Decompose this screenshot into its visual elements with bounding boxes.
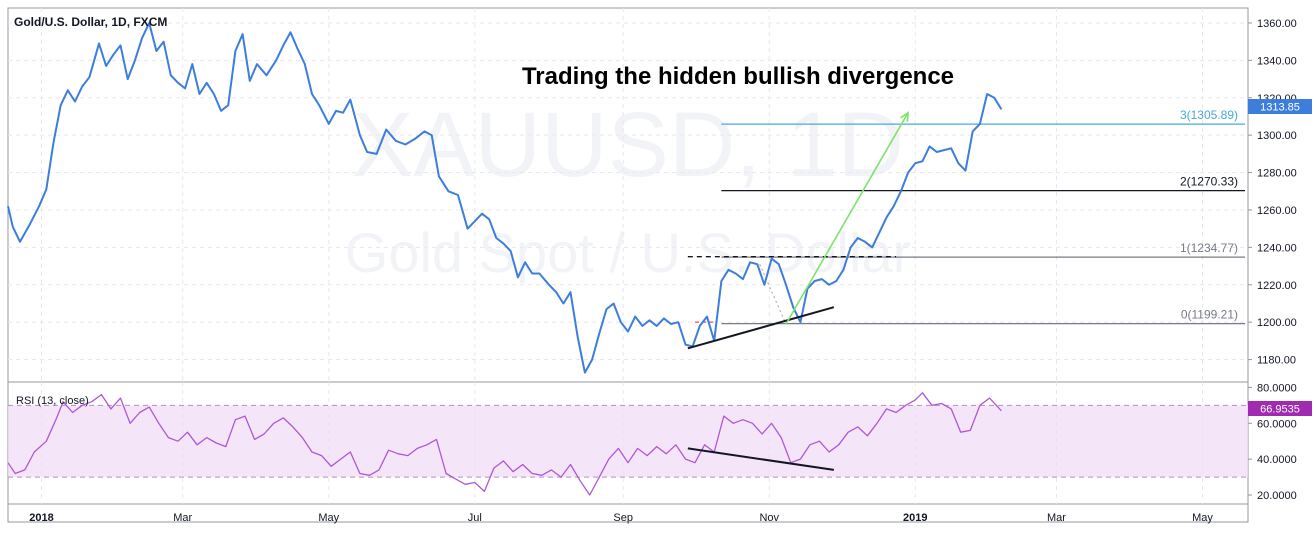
rsi-series-line [7,392,1002,496]
swing-connector [759,263,787,325]
rsi-last-value-badge: 66.9535 [1248,401,1312,416]
x-tick-label: Nov [759,512,779,524]
support-trendline [687,306,835,350]
fib-level-label: 2(1270.33) [1180,175,1238,189]
x-tick-label: Mar [173,512,192,524]
y-tick-label: 1180.00 [1257,355,1296,367]
y-tick-label: 1260.00 [1257,205,1297,217]
grid [8,8,1248,504]
y-tick-label: 1340.00 [1257,55,1297,67]
chart-title: Trading the hidden bullish divergence [522,63,954,90]
fib-extension: 0(1199.21) 1(1234.77) 2(1270.33) 3(1305.89) [721,108,1245,325]
y-tick-label: 1240.00 [1257,242,1297,254]
rsi-label: RSI (13, close) [16,395,89,407]
fib-level-label: 0(1199.21) [1181,308,1238,322]
chart-frame [7,7,1249,523]
rsi-tick-label: 20.0000 [1257,490,1297,502]
rsi-badge-box [1248,401,1312,416]
y-tick-label: 1280.00 [1257,168,1297,180]
rsi-band [8,405,1248,478]
rsi-tick-label: 60.0000 [1257,418,1297,430]
divergence-line [687,447,835,471]
x-tick-label: May [1192,512,1213,524]
price-series-line [7,22,1003,374]
projection-arrow [785,112,909,325]
watermark: XAUUSD, 1D Gold Spot / U.S. Dollar [345,94,911,284]
symbol-label: Gold/U.S. Dollar, 1D, FXCM [14,15,167,29]
x-tick-label: Mar [1047,512,1066,524]
drawings-over [687,111,909,471]
y-tick-label: 1300.00 [1257,130,1297,142]
rsi-tick-label: 80.0000 [1257,382,1297,394]
axes: 2018 Mar May Jul Sep Nov 2019 Mar May 1180.00 1200… [29,18,1296,524]
fib-level-label: 3(1305.89) [1180,108,1238,122]
y-tick-label: 1360.00 [1257,18,1297,30]
rsi-tick-label: 40.0000 [1257,454,1297,466]
y-tick-label: 1200.00 [1257,317,1297,329]
fib-level-label: 1(1234.77) [1180,241,1238,255]
x-tick-label: Jul [468,512,482,524]
drawings-under [687,256,897,325]
y-tick-label: 1220.00 [1257,280,1297,292]
price-badge-text: 1313.85 [1260,102,1300,114]
x-tick-label: 2019 [903,512,927,524]
projection-arrow-head [900,111,909,122]
x-tick-label: 2018 [29,512,53,524]
price-last-value-badge: 1313.85 [1248,99,1312,114]
x-tick-label: May [318,512,339,524]
watermark-description: Gold Spot / U.S. Dollar [345,221,911,284]
price-badge-box [1248,99,1312,114]
watermark-symbol: XAUUSD, 1D [352,94,904,196]
x-tick-label: Sep [613,512,633,524]
rsi-badge-text: 66.9535 [1260,404,1300,416]
